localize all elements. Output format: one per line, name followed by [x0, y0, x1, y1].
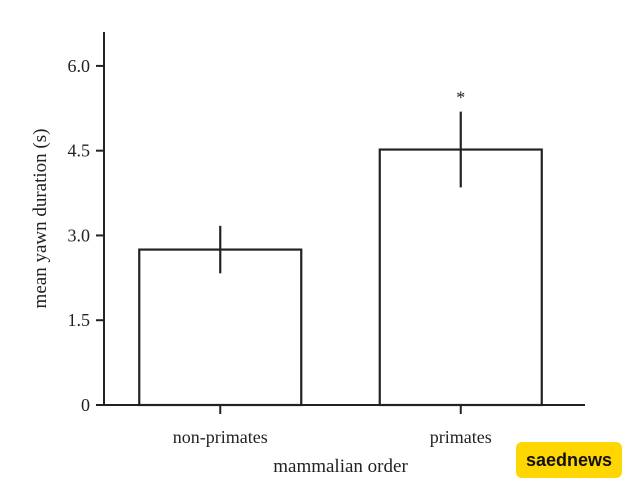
x-axis: non-primates primates: [104, 404, 585, 447]
y-axis: 0 1.5 3.0 4.5 6.0: [68, 32, 105, 415]
y-tick-label: 1.5: [68, 310, 91, 330]
y-axis-title: mean yawn duration (s): [30, 129, 51, 309]
y-tick-label: 4.5: [68, 141, 91, 161]
bars: [138, 148, 543, 407]
bar-primates: [378, 148, 543, 407]
error-bars: [219, 111, 462, 274]
y-tick-label: 0: [81, 395, 90, 415]
saednews-watermark: saednews: [516, 442, 622, 478]
x-axis-title: mammalian order: [273, 456, 408, 477]
bar-non-primates: [138, 248, 303, 407]
y-tick-label: 3.0: [68, 225, 91, 245]
y-tick-label: 6.0: [68, 56, 91, 76]
significance-marker: *: [456, 88, 465, 108]
annotations: *: [456, 88, 465, 108]
x-tick-label-non-primates: non-primates: [173, 427, 268, 447]
x-tick-label-primates: primates: [430, 427, 492, 447]
